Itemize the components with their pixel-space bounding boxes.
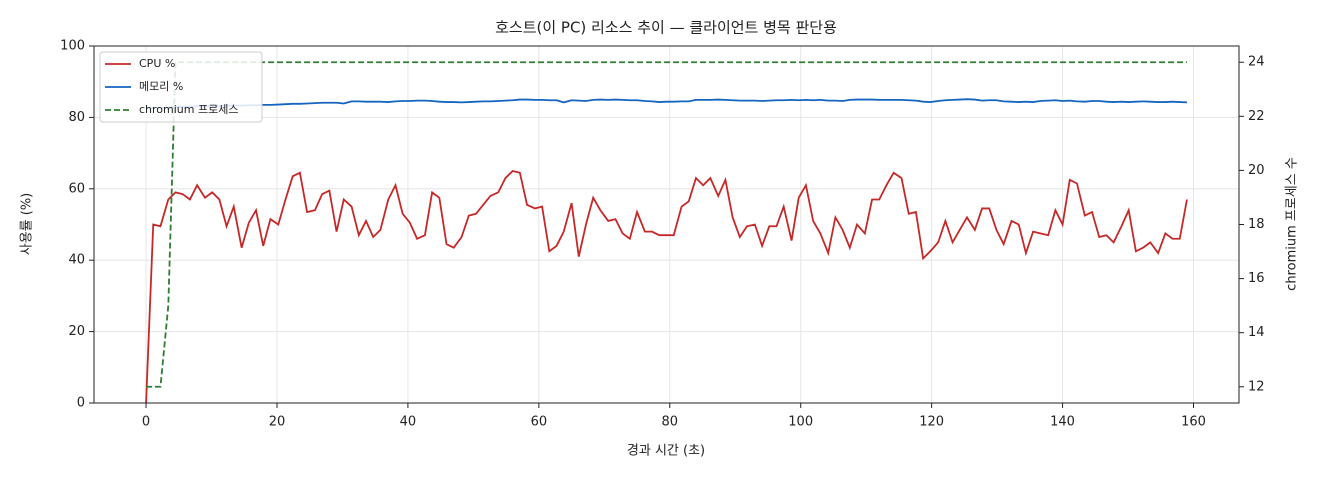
- y-tick-label: 60: [68, 181, 85, 196]
- legend-label: CPU %: [139, 57, 175, 70]
- y2-tick-label: 12: [1248, 379, 1265, 394]
- legend-label: 메모리 %: [139, 80, 183, 93]
- x-tick-label: 100: [788, 415, 813, 430]
- y2-tick-label: 22: [1248, 109, 1265, 124]
- x-axis-label: 경과 시간 (초): [627, 444, 705, 459]
- chart-title: 호스트(이 PC) 리소스 추이 — 클라이언트 병목 판단용: [495, 19, 837, 37]
- x-tick-label: 120: [919, 415, 944, 430]
- legend-label: chromium 프로세스: [139, 103, 238, 116]
- y-tick-label: 20: [68, 324, 85, 339]
- y2-tick-label: 24: [1248, 55, 1265, 70]
- y2-tick-label: 18: [1248, 217, 1265, 232]
- x-tick-label: 0: [142, 415, 150, 430]
- y2-tick-label: 14: [1248, 325, 1265, 340]
- y-tick-label: 0: [77, 396, 85, 411]
- x-tick-label: 20: [269, 415, 286, 430]
- series-line: [146, 61, 1187, 388]
- y-tick-label: 40: [68, 253, 85, 268]
- x-tick-label: 140: [1050, 415, 1075, 430]
- y-axis-label: 사용률 (%): [20, 193, 35, 256]
- y2-axis-label: chromium 프로세스 수: [1285, 157, 1300, 291]
- x-tick-label: 160: [1181, 415, 1206, 430]
- x-tick-label: 40: [400, 415, 417, 430]
- y-tick-label: 100: [60, 39, 85, 54]
- series-line: [146, 98, 1187, 110]
- series-line: [145, 169, 1188, 404]
- legend-box: [99, 51, 263, 123]
- x-tick-label: 80: [661, 415, 678, 430]
- plot-frame: [93, 45, 1240, 404]
- y-tick-label: 80: [68, 110, 85, 125]
- y2-tick-label: 20: [1248, 163, 1265, 178]
- x-tick-label: 60: [531, 415, 548, 430]
- y2-tick-label: 16: [1248, 271, 1265, 286]
